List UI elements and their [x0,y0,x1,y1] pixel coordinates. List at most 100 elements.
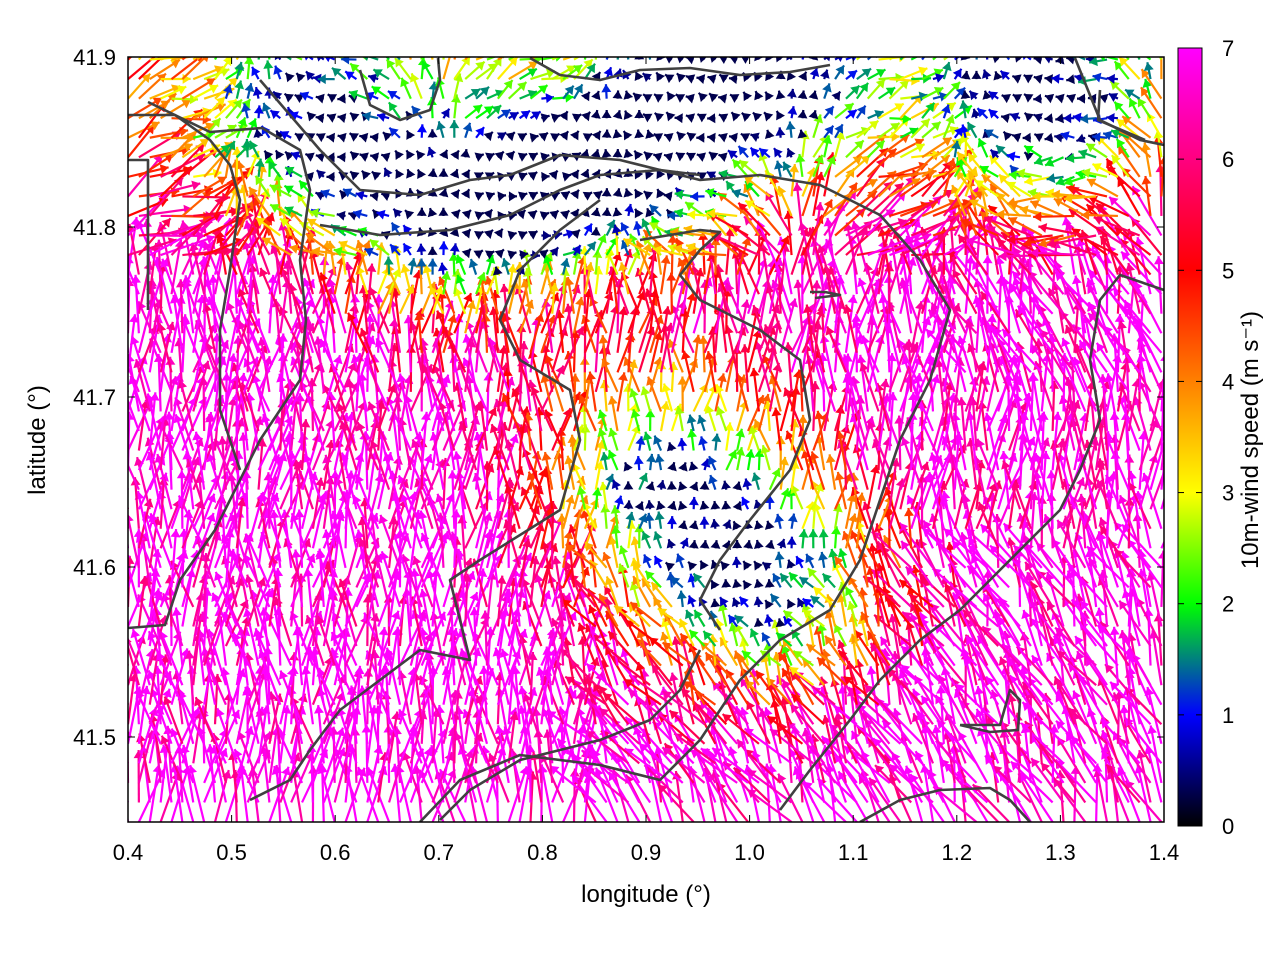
wind-vector [932,73,945,83]
wind-vector [418,588,434,647]
wind-vector [634,57,645,60]
wind-vector [485,152,495,162]
wind-vector [656,500,666,511]
wind-vector [738,596,749,608]
wind-vector [663,152,674,163]
wind-vector [551,555,565,608]
y-tick-label: 41.9 [73,45,116,70]
wind-vector [439,149,449,160]
wind-vector [1051,73,1064,84]
wind-vector [1066,57,1075,65]
wind-vector [623,461,633,472]
wind-vector [936,685,947,744]
wind-vector [805,553,815,569]
wind-vector [711,680,749,725]
wind-vector [337,152,346,163]
wind-vector [1044,132,1054,143]
wind-vector [128,539,130,549]
wind-vector [623,356,641,393]
wind-vector [801,57,805,60]
wind-vector [462,122,473,139]
wind-vector [764,129,775,140]
wind-vector [1072,690,1098,745]
wind-vector [699,539,710,549]
wind-vector [359,152,369,162]
wind-vector [732,520,742,531]
wind-vector [775,127,786,138]
wind-vector [416,169,427,179]
wind-vector [253,128,264,138]
wind-vector [821,714,837,764]
wind-vector [643,190,654,201]
wind-vector [700,747,749,784]
wind-vector [702,630,717,647]
wind-vector [1023,112,1034,122]
wind-vector [646,453,657,471]
wind-vector [1055,679,1087,725]
wind-vector [405,129,416,140]
wind-vector [438,207,449,216]
wind-vector [527,171,538,181]
wind-vector [594,233,607,256]
wind-vector [818,551,828,569]
wind-vector [559,110,569,121]
wind-vector [666,481,677,490]
wind-vector [1141,142,1152,178]
wind-vector [728,132,738,143]
wind-vector [599,379,610,412]
wind-vector [460,188,471,199]
colorbar-tick-label: 6 [1222,147,1234,172]
wind-vector [710,539,721,549]
wind-vector [508,111,520,121]
wind-vector [181,57,188,61]
wind-vector [252,86,263,99]
wind-vector [527,651,538,705]
wind-vector [823,105,835,119]
wind-vector [273,65,283,80]
wind-vector [1158,57,1163,61]
wind-vector [1106,73,1118,84]
x-tick-label: 0.5 [216,840,247,865]
wind-vector [685,609,695,627]
wind-vector [344,70,358,81]
wind-vector [749,628,760,647]
wind-vector [436,121,446,139]
wind-vector [263,60,274,80]
wind-vector [787,105,798,119]
wind-vector [795,153,806,177]
wind-vector [1104,663,1141,706]
wind-vector [645,129,655,139]
wind-vector [1056,650,1097,686]
wind-vector [752,111,763,122]
wind-vector [732,501,742,511]
wind-vector [497,108,512,120]
wind-vector [677,481,688,492]
wind-vector [1033,74,1043,84]
wind-vector [494,248,505,259]
wind-vector [517,132,528,142]
wind-vector [422,264,434,295]
x-tick-label: 0.4 [113,840,144,865]
wind-vector [529,132,539,143]
wind-vector [988,108,999,120]
wind-vector [795,555,805,569]
wind-vector [449,168,460,179]
wind-vector [667,500,677,511]
wind-vector [468,258,479,275]
wind-vector [507,711,520,764]
wind-vector [1033,93,1042,104]
wind-vector [1024,571,1043,627]
wind-vector [315,113,325,124]
wind-vector [833,623,847,647]
wind-vector [903,765,924,822]
wind-vector [633,221,643,236]
wind-vector [792,649,814,667]
wind-vector [666,91,676,102]
wind-vector [349,170,360,181]
wind-vector [764,520,775,530]
wind-vector [764,91,774,102]
wind-vector [775,90,786,100]
wind-vector [1044,113,1053,124]
wind-vector [868,777,902,822]
wind-vector [845,69,858,80]
